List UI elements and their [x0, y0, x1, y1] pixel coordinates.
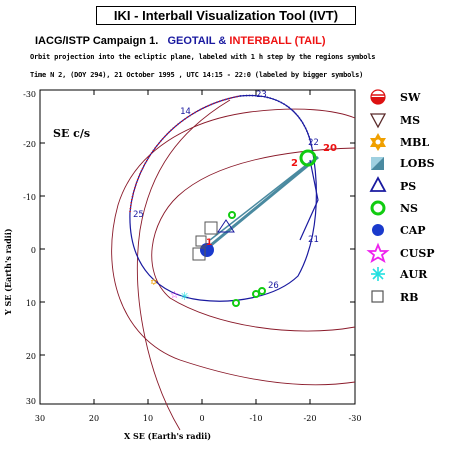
campaign-amp: & — [218, 35, 227, 47]
hour-label: 26 — [268, 281, 279, 291]
triangle-up-icon — [369, 176, 387, 192]
star-icon — [366, 242, 390, 263]
hour-label: 21 — [308, 235, 319, 245]
y-tick-label: 10 — [26, 299, 36, 308]
hour-label: 22 — [308, 138, 319, 148]
legend-item-rb: RB — [371, 290, 418, 304]
x-tick-label: 20 — [89, 414, 99, 423]
y-tick-label: -20 — [23, 140, 36, 149]
legend-label: RB — [400, 291, 418, 304]
y-tick-label: 0 — [31, 246, 36, 255]
hour-label: 23 — [256, 90, 267, 100]
x-tick-label: 30 — [35, 414, 45, 423]
plot-frame — [39, 89, 356, 405]
legend-label: MBL — [400, 136, 429, 149]
geotail-ms-segment — [239, 94, 313, 149]
ns-marker — [232, 299, 240, 307]
ns-marker — [258, 287, 266, 295]
mbl-marker: ✡ — [150, 278, 158, 288]
coord-system-label: SE c/s — [53, 127, 90, 140]
legend-item-sw: SW — [370, 89, 421, 105]
legend-label: SW — [400, 91, 421, 104]
aur-marker: ✳ — [180, 290, 189, 303]
x-tick-label: -20 — [304, 414, 317, 423]
legend-item-cap: CAP — [372, 224, 426, 237]
legend-item-cusp: CUSP — [366, 242, 435, 263]
legend-label: CUSP — [400, 247, 435, 260]
star-of-david-icon — [370, 133, 386, 151]
legend-item-mbl: MBL — [370, 133, 429, 151]
geotail-orbit — [129, 94, 317, 302]
x-axis-label: X SE (Earth's radii) — [124, 431, 211, 441]
x-tick-label: -30 — [349, 414, 362, 423]
legend-item-ms: MS — [369, 113, 420, 129]
magnetopause-curve — [151, 147, 356, 332]
x-tick-label: -10 — [250, 414, 263, 423]
interball-orbit-inner — [209, 161, 311, 241]
y-axis-label: Y SE (Earth's radii) — [3, 228, 13, 316]
campaign-prefix: IACG/ISTP Campaign 1. — [35, 35, 159, 47]
time-range: Time N 2, (DOY 294), 21 October 1995 , U… — [30, 71, 364, 79]
legend-item-ps: PS — [369, 176, 416, 193]
square-icon — [371, 290, 384, 303]
y-tick-label: 30 — [26, 397, 36, 406]
boundary-curves — [111, 99, 356, 431]
legend-label: PS — [400, 180, 416, 193]
interball-orbit — [204, 155, 319, 252]
asterisk-icon — [371, 267, 385, 281]
legend-label: LOBS — [400, 157, 435, 170]
rb-marker — [204, 221, 218, 235]
hour-label: 14 — [180, 107, 191, 117]
legend-label: MS — [400, 114, 420, 127]
hour-label: 1 — [206, 238, 212, 248]
ring-icon — [370, 200, 386, 216]
inner-curve — [136, 99, 231, 431]
bow-shock-curve — [111, 108, 356, 386]
hour-label: 2 — [291, 158, 298, 169]
spacecraft-interball: INTERBALL (TAIL) — [229, 35, 326, 47]
campaign-title: IACG/ISTP Campaign 1. GEOTAIL & INTERBAL… — [35, 35, 326, 47]
legend-item-lobs: LOBS — [371, 157, 435, 170]
app-title: IKI - Interball Visualization Tool (IVT) — [96, 6, 356, 25]
hour-label: 20 — [323, 143, 337, 154]
y-tick-label: -30 — [23, 90, 36, 99]
ps-marker — [217, 219, 235, 233]
rb-marker — [192, 247, 206, 261]
ns-marker — [252, 290, 260, 298]
half-square-icon — [371, 157, 384, 170]
hour-label: 25 — [133, 210, 144, 220]
triangle-down-icon — [369, 113, 387, 129]
rb-marker — [195, 235, 207, 247]
legend-item-ns: NS — [370, 200, 418, 216]
y-tick-label: -10 — [23, 193, 36, 202]
tick-marks — [39, 90, 355, 404]
legend-item-aur: AUR — [371, 267, 428, 281]
ns-marker — [228, 211, 236, 219]
y-tick-label: 20 — [26, 352, 36, 361]
x-tick-label: 0 — [199, 414, 204, 423]
interball-plasma-sheet — [299, 159, 319, 241]
legend-label: AUR — [399, 268, 428, 281]
legend-label: CAP — [400, 224, 426, 237]
cusp-marker: ☆ — [170, 290, 179, 301]
orbit-subtitle: Orbit projection into the ecliptic plane… — [30, 53, 376, 61]
ns-marker — [299, 149, 317, 167]
legend: SW MS MBL LOBS PS — [366, 89, 435, 304]
sun-half-icon — [370, 89, 386, 105]
geotail-sw-segment — [129, 95, 241, 213]
x-tick-label: 10 — [143, 414, 153, 423]
filled-circle-icon — [372, 224, 384, 236]
spacecraft-geotail: GEOTAIL — [167, 35, 216, 47]
legend-label: NS — [400, 202, 418, 215]
